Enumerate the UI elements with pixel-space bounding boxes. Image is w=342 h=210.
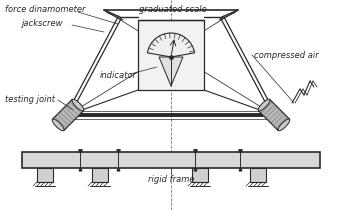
Text: force dinamometer: force dinamometer — [5, 5, 85, 14]
Bar — [37, 168, 53, 182]
Text: compressed air: compressed air — [254, 50, 319, 59]
Text: testing joint: testing joint — [5, 96, 55, 105]
Polygon shape — [52, 100, 83, 131]
Bar — [92, 168, 108, 182]
Text: graduated scale: graduated scale — [139, 5, 207, 14]
Ellipse shape — [278, 119, 290, 131]
Bar — [250, 168, 266, 182]
Ellipse shape — [72, 99, 84, 111]
Polygon shape — [159, 57, 183, 86]
Text: rigid frame: rigid frame — [148, 176, 194, 185]
Bar — [22, 152, 320, 168]
Bar — [192, 168, 208, 182]
Ellipse shape — [52, 119, 64, 131]
Wedge shape — [147, 33, 195, 57]
Ellipse shape — [258, 99, 270, 111]
Polygon shape — [259, 100, 290, 131]
Bar — [138, 20, 204, 90]
Text: indicator: indicator — [100, 71, 137, 80]
Text: jackscrew: jackscrew — [22, 20, 64, 29]
